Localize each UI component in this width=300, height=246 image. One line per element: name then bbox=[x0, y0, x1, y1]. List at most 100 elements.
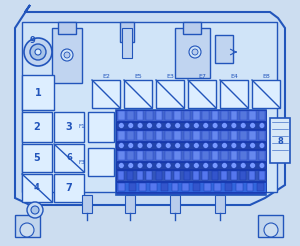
Bar bbox=[259, 131, 265, 140]
Bar bbox=[150, 183, 157, 191]
Bar bbox=[155, 151, 162, 160]
Bar bbox=[174, 151, 181, 160]
Bar bbox=[202, 171, 208, 180]
Bar bbox=[22, 174, 52, 202]
Bar bbox=[165, 151, 172, 160]
Text: F1: F1 bbox=[79, 124, 85, 129]
Circle shape bbox=[231, 143, 237, 148]
Circle shape bbox=[259, 163, 265, 168]
Bar bbox=[120, 22, 134, 42]
Bar bbox=[193, 131, 200, 140]
Bar bbox=[165, 171, 171, 180]
Circle shape bbox=[31, 206, 39, 214]
Text: E2: E2 bbox=[102, 74, 110, 78]
Bar bbox=[118, 151, 125, 160]
Circle shape bbox=[147, 123, 152, 128]
Bar bbox=[118, 171, 124, 180]
Bar bbox=[193, 151, 200, 160]
Bar bbox=[128, 171, 134, 180]
Bar bbox=[184, 111, 190, 120]
Text: 6: 6 bbox=[66, 154, 72, 163]
Circle shape bbox=[137, 143, 143, 148]
Circle shape bbox=[184, 163, 190, 168]
Circle shape bbox=[20, 223, 34, 237]
Bar bbox=[252, 80, 280, 108]
Bar bbox=[214, 183, 221, 191]
Bar bbox=[221, 111, 228, 120]
Bar bbox=[182, 183, 189, 191]
Bar bbox=[230, 111, 237, 120]
Bar bbox=[54, 144, 84, 172]
Bar bbox=[128, 131, 134, 140]
Bar bbox=[15, 215, 40, 237]
Bar bbox=[146, 151, 153, 160]
Bar bbox=[249, 111, 256, 120]
Circle shape bbox=[194, 163, 199, 168]
Circle shape bbox=[137, 123, 143, 128]
Bar bbox=[174, 131, 181, 140]
Bar bbox=[118, 183, 125, 191]
Bar bbox=[155, 131, 162, 140]
Bar bbox=[124, 80, 152, 108]
Bar bbox=[249, 151, 256, 160]
Bar bbox=[146, 171, 152, 180]
Circle shape bbox=[192, 49, 198, 55]
Circle shape bbox=[222, 123, 227, 128]
Bar bbox=[247, 183, 254, 191]
Bar bbox=[270, 118, 290, 163]
Circle shape bbox=[147, 163, 152, 168]
Bar bbox=[92, 80, 120, 108]
Bar bbox=[146, 131, 153, 140]
Bar bbox=[137, 131, 143, 140]
Circle shape bbox=[240, 123, 246, 128]
Text: F3: F3 bbox=[79, 159, 85, 165]
Bar bbox=[88, 148, 114, 176]
Text: E3: E3 bbox=[166, 74, 174, 78]
Circle shape bbox=[175, 123, 180, 128]
Circle shape bbox=[184, 143, 190, 148]
Bar bbox=[204, 183, 211, 191]
Circle shape bbox=[35, 49, 41, 55]
Bar bbox=[188, 80, 216, 108]
Bar bbox=[140, 183, 146, 191]
Circle shape bbox=[147, 143, 152, 148]
Bar bbox=[184, 131, 190, 140]
Circle shape bbox=[156, 143, 162, 148]
Bar bbox=[54, 112, 84, 142]
Bar bbox=[230, 131, 237, 140]
Text: 2: 2 bbox=[34, 122, 40, 132]
Circle shape bbox=[203, 163, 208, 168]
Text: 3: 3 bbox=[66, 122, 72, 132]
Bar bbox=[116, 182, 266, 192]
Bar bbox=[116, 170, 266, 181]
Text: 8: 8 bbox=[277, 137, 283, 145]
Circle shape bbox=[175, 163, 180, 168]
Circle shape bbox=[61, 49, 73, 61]
Bar bbox=[175, 28, 210, 78]
Text: 1: 1 bbox=[34, 88, 41, 98]
Bar bbox=[22, 112, 52, 142]
Bar bbox=[240, 151, 247, 160]
Circle shape bbox=[222, 163, 227, 168]
Bar bbox=[129, 183, 136, 191]
Bar bbox=[128, 111, 134, 120]
Bar bbox=[259, 171, 265, 180]
Bar bbox=[240, 131, 247, 140]
Bar bbox=[128, 151, 134, 160]
Bar bbox=[155, 111, 162, 120]
Circle shape bbox=[240, 163, 246, 168]
Bar bbox=[193, 171, 199, 180]
Circle shape bbox=[250, 123, 255, 128]
Bar bbox=[22, 22, 277, 192]
Text: E8: E8 bbox=[262, 74, 270, 78]
Bar bbox=[184, 171, 190, 180]
Circle shape bbox=[156, 163, 162, 168]
Bar bbox=[22, 75, 54, 110]
Circle shape bbox=[30, 44, 46, 60]
Bar bbox=[183, 22, 201, 34]
Circle shape bbox=[24, 38, 52, 66]
Bar bbox=[116, 150, 266, 161]
Bar bbox=[165, 131, 172, 140]
Bar bbox=[221, 131, 228, 140]
Circle shape bbox=[194, 143, 199, 148]
